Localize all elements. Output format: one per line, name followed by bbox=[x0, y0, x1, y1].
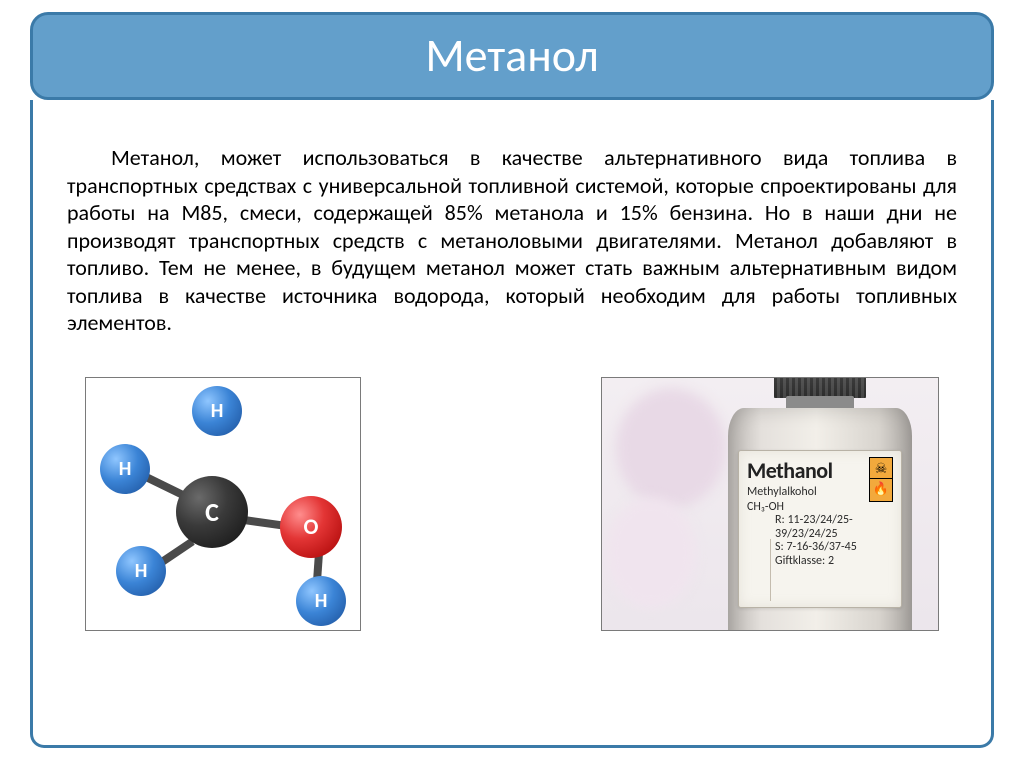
background-blob bbox=[616, 388, 726, 508]
label-formula: CH₃-OH bbox=[747, 501, 893, 514]
bottle-label: Methanol ☠ Methylalkohol CH₃-OH 🔥 R: 11-… bbox=[738, 450, 902, 608]
g-code: Giftklasse: 2 bbox=[775, 555, 893, 569]
content-panel: Метанол, может использоваться в качестве… bbox=[30, 100, 994, 748]
s-code: S: 7-16-36/37-45 bbox=[775, 541, 893, 555]
r-code: R: 11-23/24/25- bbox=[775, 514, 893, 528]
page-title: Метанол bbox=[425, 28, 598, 84]
title-tab: Метанол bbox=[30, 12, 994, 100]
bottle-photo: Methanol ☠ Methylalkohol CH₃-OH 🔥 R: 11-… bbox=[601, 377, 939, 631]
body-paragraph: Метанол, может использоваться в качестве… bbox=[67, 144, 957, 337]
bottle: Methanol ☠ Methylalkohol CH₃-OH 🔥 R: 11-… bbox=[718, 377, 922, 631]
atom-hydrogen: H bbox=[192, 386, 242, 436]
bottle-cap bbox=[774, 377, 866, 398]
atom-hydrogen: H bbox=[296, 576, 346, 626]
label-codes: R: 11-23/24/25- 39/23/24/25 S: 7-16-36/3… bbox=[775, 514, 893, 569]
r-code2: 39/23/24/25 bbox=[775, 528, 893, 542]
atom-hydrogen: H bbox=[100, 444, 150, 494]
hazard-flame-icon: 🔥 bbox=[869, 478, 893, 502]
atom-carbon: C bbox=[176, 476, 248, 548]
images-row: H H C H O H Methanol ☠ Methylalkohol bbox=[67, 377, 957, 631]
atom-oxygen: O bbox=[280, 496, 342, 558]
molecule-diagram: H H C H O H bbox=[85, 377, 361, 631]
label-brand: Methanol bbox=[747, 457, 863, 484]
label-divider bbox=[770, 539, 771, 601]
background-blob bbox=[606, 498, 696, 608]
atom-hydrogen: H bbox=[116, 546, 166, 596]
